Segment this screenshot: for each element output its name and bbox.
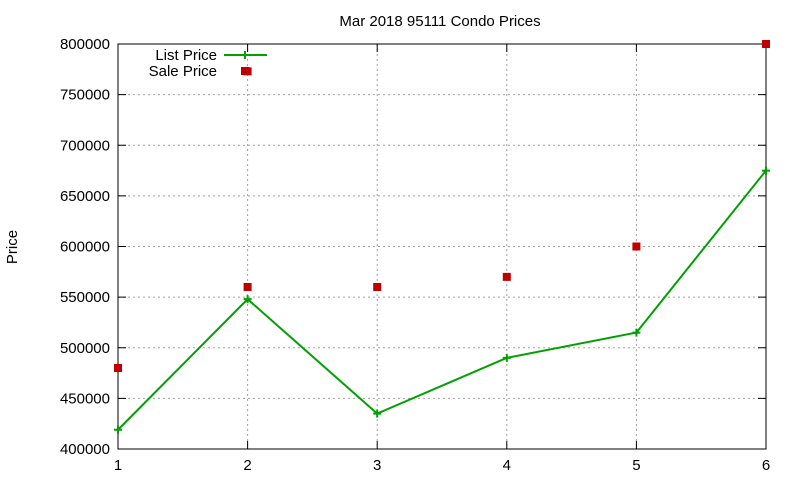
y-tick-label: 500000: [60, 340, 110, 357]
x-tick-label: 2: [243, 457, 251, 474]
ticks: 400000 450000 500000 550000 600000 650000 7000…: [60, 36, 770, 474]
list-price-point: [632, 328, 641, 337]
sale-price-point: [762, 40, 770, 48]
series: [114, 40, 770, 434]
y-tick-label: 650000: [60, 188, 110, 205]
list-price-line: [117, 169, 767, 431]
legend-label: Sale Price: [149, 63, 217, 80]
list-price-point: [114, 425, 122, 434]
chart-title: Mar 2018 95111 Condo Prices: [339, 13, 540, 30]
legend-label: List Price: [155, 47, 217, 64]
y-tick-label: 750000: [60, 87, 110, 104]
legend-swatch-marker: [241, 67, 249, 75]
list-price-point: [373, 409, 382, 418]
y-tick-label: 800000: [60, 36, 110, 53]
x-tick-label: 3: [373, 457, 381, 474]
sale-price-point: [114, 364, 122, 372]
y-tick-label: 600000: [60, 239, 110, 256]
x-tick-label: 1: [114, 457, 122, 474]
y-tick-label: 400000: [60, 441, 110, 458]
sale-price-point: [373, 283, 382, 291]
grid: [118, 44, 766, 449]
list-price-point: [762, 166, 770, 175]
y-tick-label: 450000: [60, 390, 110, 407]
x-tick-label: 6: [762, 457, 770, 474]
sale-price-point: [502, 272, 511, 281]
sale-price-point: [243, 283, 252, 291]
y-tick-label: 700000: [60, 137, 110, 154]
y-tick-label: 550000: [60, 289, 110, 306]
x-tick-label: 4: [503, 457, 511, 474]
x-tick-label: 5: [632, 457, 640, 474]
sale-price-point: [632, 242, 641, 251]
y-axis-label: Price: [4, 230, 21, 264]
list-price-point: [243, 295, 252, 304]
list-price-point: [502, 353, 511, 362]
legend-swatch-marker: [241, 51, 249, 59]
